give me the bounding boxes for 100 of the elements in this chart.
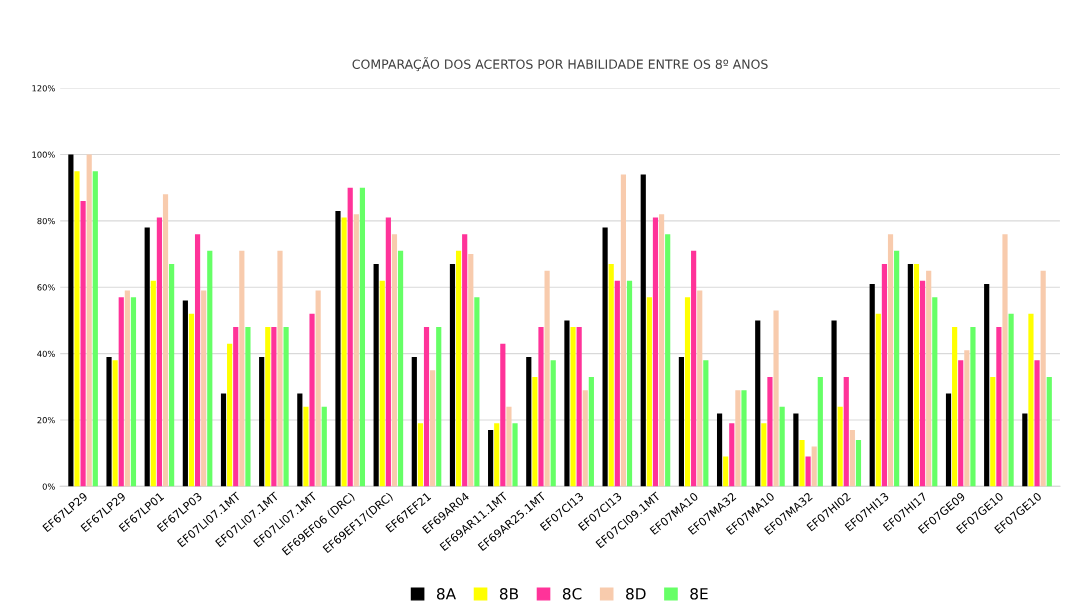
bar: [913, 264, 920, 487]
bar: [220, 393, 227, 487]
bar: [735, 390, 741, 487]
bar: [849, 429, 855, 487]
bar: [468, 254, 474, 487]
bar: [162, 194, 169, 487]
bar: [678, 356, 685, 487]
bar: [532, 376, 538, 487]
bar: [805, 456, 811, 487]
bar: [265, 327, 271, 487]
bar: [996, 327, 1002, 487]
bar: [741, 390, 747, 487]
bar: [1040, 270, 1046, 487]
bar: [907, 264, 913, 487]
bar: [239, 250, 245, 487]
bar: [837, 406, 843, 487]
bar: [512, 423, 518, 487]
bar: [144, 227, 150, 487]
y-tick-label: 40%: [37, 350, 55, 357]
bar: [169, 264, 175, 487]
bar: [500, 343, 506, 487]
bar: [430, 370, 436, 487]
bar: [588, 376, 594, 487]
bar: [716, 413, 723, 487]
legend-label: 8B: [499, 588, 518, 600]
bar: [182, 300, 188, 487]
bar: [335, 210, 341, 487]
bar: [919, 280, 926, 487]
bar: [411, 356, 417, 487]
bar: [894, 250, 900, 487]
bar: [68, 154, 74, 487]
bar: [417, 423, 424, 487]
bar: [86, 154, 92, 487]
bar: [449, 264, 456, 487]
bar: [984, 283, 990, 487]
bar: [729, 423, 735, 487]
bar: [799, 439, 805, 487]
bar: [793, 413, 799, 487]
y-tick-label: 100%: [32, 151, 55, 158]
bar: [283, 327, 289, 487]
bar: [526, 356, 532, 487]
bar: [1034, 360, 1040, 487]
y-tick-label: 0%: [42, 483, 55, 490]
bar: [964, 350, 970, 487]
bar: [761, 423, 767, 487]
legend-label: 8A: [436, 588, 456, 600]
bar: [620, 174, 627, 487]
bar: [564, 320, 570, 487]
bar: [353, 214, 359, 487]
bar: [315, 290, 321, 487]
bar: [124, 290, 130, 487]
y-tick-label: 60%: [37, 284, 55, 291]
bar: [608, 264, 614, 487]
bar: [970, 327, 976, 487]
bar: [881, 264, 888, 487]
bar: [658, 214, 665, 487]
bar: [1008, 313, 1014, 487]
bar: [952, 327, 958, 487]
bar: [723, 456, 729, 487]
bar: [570, 327, 576, 487]
legend-label: 8D: [626, 588, 646, 600]
bar: [423, 327, 430, 487]
y-tick-label: 80%: [37, 217, 55, 225]
bar: [811, 446, 817, 487]
bar: [297, 393, 303, 487]
bar: [233, 327, 239, 487]
bar: [194, 234, 201, 487]
bar: [843, 376, 849, 487]
bar: [74, 171, 80, 487]
bar: [309, 313, 315, 487]
bar: [462, 234, 468, 487]
bar: [773, 310, 779, 487]
bar: [92, 171, 98, 487]
bar: [188, 313, 195, 487]
bar: [488, 429, 494, 487]
bar: [875, 313, 881, 487]
bar: [652, 217, 659, 487]
bar: [321, 406, 327, 487]
bar: [817, 376, 823, 487]
bar: [259, 356, 265, 487]
bar: [582, 390, 588, 487]
bar: [646, 297, 652, 487]
bar: [130, 297, 137, 487]
bar: [106, 356, 112, 487]
bar: [855, 439, 862, 487]
bar: [391, 234, 398, 487]
bar: [385, 217, 391, 487]
bar: [576, 327, 582, 487]
bar: [887, 234, 894, 487]
bar: [1046, 376, 1052, 487]
bar: [544, 270, 550, 487]
bar: [697, 290, 703, 487]
bar: [926, 270, 932, 487]
bar: [831, 320, 837, 487]
bar: [277, 250, 283, 487]
bar: [455, 250, 462, 487]
bar: [118, 297, 124, 487]
bar: [271, 327, 277, 487]
legend-label: 8E: [690, 588, 708, 600]
bar: [665, 234, 671, 487]
